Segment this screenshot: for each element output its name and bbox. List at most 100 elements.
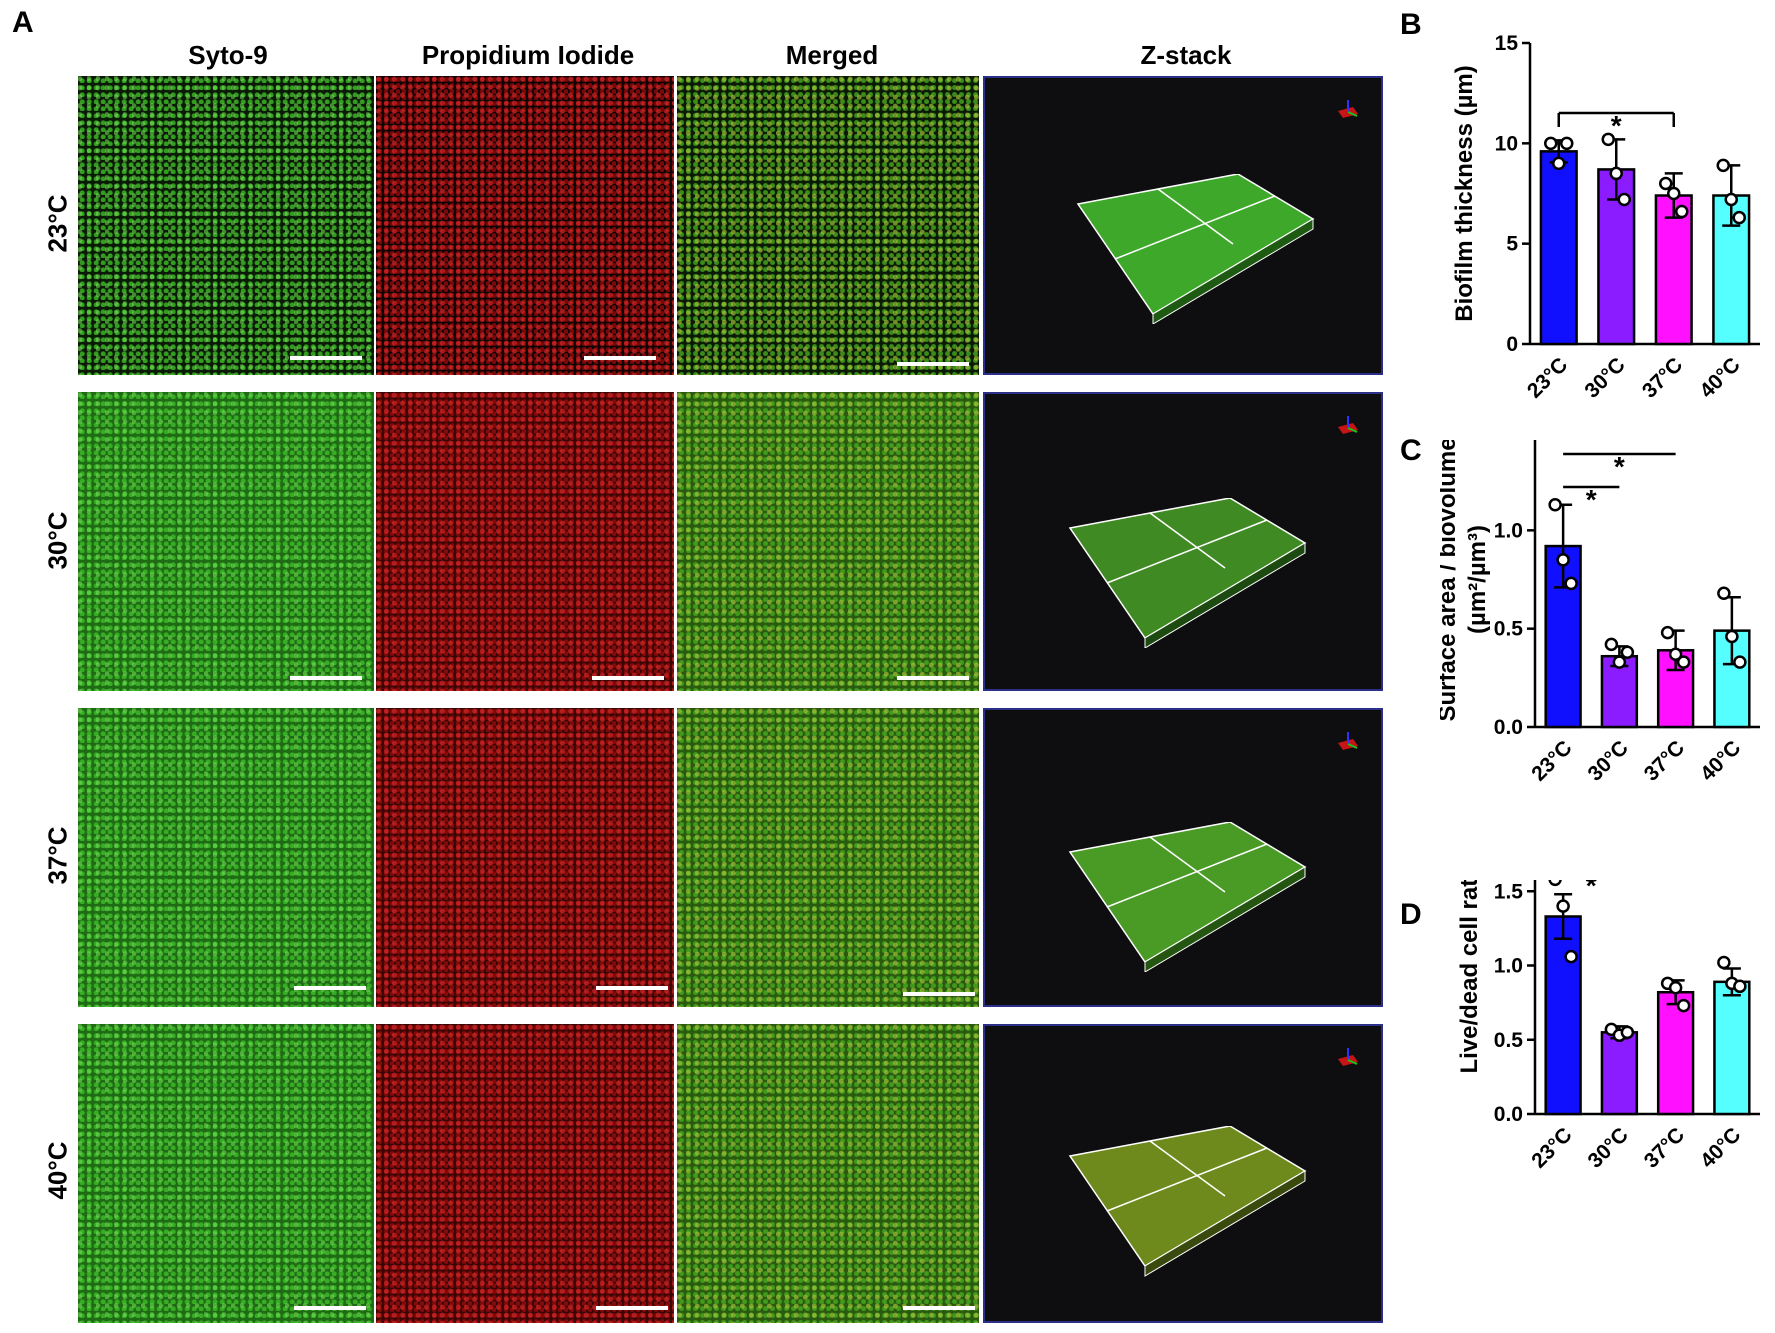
y-tick-label: 1.5 (1494, 880, 1524, 903)
x-tick-label: 37°C (1638, 353, 1687, 402)
chart-live-dead-ratio: 0.00.51.01.52.0Live/dead cell ratio23°C3… (1456, 880, 1760, 1173)
significance-label: * (1586, 880, 1597, 901)
data-point (1548, 498, 1562, 512)
data-point (1667, 186, 1681, 201)
image-syto9-40c (78, 1024, 374, 1323)
significance-label: * (1611, 110, 1622, 141)
image-zstack-23c (983, 76, 1383, 375)
data-point (1676, 998, 1691, 1013)
image-zstack-37c (983, 708, 1383, 1007)
axis-orientation-icon (1338, 732, 1358, 750)
data-point (1716, 158, 1730, 173)
data-point (1552, 156, 1566, 171)
y-tick-label: 5 (1506, 233, 1518, 256)
column-header-merged: Merged (785, 40, 879, 70)
axis-orientation-icon (1338, 100, 1358, 118)
x-tick-label: 40°C (1695, 353, 1744, 402)
data-point (1659, 176, 1673, 191)
data-point (1617, 192, 1631, 207)
axis-orientation-icon (1338, 1048, 1358, 1066)
y-tick-label: 15 (1495, 32, 1519, 55)
bar (1544, 915, 1582, 1116)
zstack-volume (1068, 498, 1307, 648)
image-syto9-37c (78, 708, 374, 1007)
y-axis-label: Surface area / biovolume (1440, 440, 1461, 722)
data-point (1560, 136, 1574, 151)
image-syto9-23c (78, 76, 374, 375)
data-point (1717, 955, 1731, 970)
panel-letter-b: B (1400, 8, 1422, 41)
data-point (1620, 645, 1635, 660)
data-point (1733, 979, 1747, 994)
data-point (1676, 655, 1691, 669)
data-point (1556, 553, 1570, 567)
image-propidium-iodide-40c (376, 1024, 674, 1323)
bar (1713, 980, 1751, 1116)
data-point (1604, 637, 1619, 652)
data-point (1620, 1025, 1635, 1040)
y-tick-label: 0 (1506, 333, 1518, 356)
chart-surface-area-biovolume: 0.0 0.5 1.0 1.5 Surface area / biovolume(µm²… (1440, 440, 1760, 786)
bar (1539, 150, 1578, 346)
data-point (1717, 586, 1731, 601)
image-propidium-iodide-23c (376, 76, 674, 375)
image-propidium-iodide-30c (376, 392, 674, 691)
y-axis-label-units: (µm²/µm³) (1464, 525, 1491, 634)
data-point (1733, 655, 1747, 669)
y-tick-label: 0.5 (1494, 618, 1524, 641)
image-merged-40c (677, 1024, 979, 1323)
x-tick-label: 37°C (1640, 1123, 1689, 1172)
y-tick-label: 0.0 (1494, 716, 1523, 739)
x-tick-label: 23°C (1523, 353, 1572, 402)
y-axis-label: Live/dead cell ratio (1456, 880, 1483, 1074)
x-tick-label: 23°C (1527, 1123, 1576, 1172)
panel-letter-a: A (12, 6, 34, 39)
data-point (1548, 880, 1562, 887)
data-point (1564, 576, 1578, 591)
data-point (1612, 655, 1627, 669)
data-point (1609, 166, 1623, 181)
x-tick-label: 30°C (1583, 736, 1632, 785)
image-merged-23c (677, 76, 979, 375)
column-header-syto9: Syto-9 (188, 40, 268, 70)
data-point (1601, 132, 1615, 147)
x-tick-label: 40°C (1696, 1123, 1745, 1172)
x-tick-label: 40°C (1696, 736, 1745, 785)
x-tick-label: 30°C (1580, 353, 1629, 402)
image-zstack-40c (983, 1024, 1383, 1323)
y-tick-label: 1.5 (1494, 440, 1524, 444)
data-point (1668, 647, 1683, 661)
significance-label: * (1614, 451, 1625, 482)
data-point (1544, 136, 1558, 151)
zstack-volume (1076, 174, 1315, 324)
panel-letter-c: C (1400, 434, 1422, 467)
image-syto9-30c (78, 392, 374, 691)
bar (1600, 1031, 1639, 1116)
data-point (1556, 899, 1570, 913)
data-point (1668, 981, 1683, 995)
x-tick-label: 23°C (1527, 736, 1576, 785)
column-header-propidium-iodide: Propidium Iodide (421, 40, 635, 70)
x-tick-label: 30°C (1583, 1123, 1632, 1172)
row-label-30c: 30°C (42, 511, 73, 570)
column-header-zstack: Z-stack (1140, 40, 1232, 70)
row-label-40c: 40°C (42, 1141, 73, 1200)
y-tick-label: 1.0 (1494, 955, 1523, 978)
y-axis-label: Biofilm thickness (µm) (1451, 65, 1478, 322)
y-tick-label: 0.0 (1494, 1103, 1523, 1126)
row-label-23c: 23°C (42, 194, 73, 253)
y-tick-label: 0.5 (1494, 1029, 1524, 1052)
y-tick-label: 10 (1495, 132, 1518, 155)
image-propidium-iodide-37c (376, 708, 674, 1007)
data-point (1675, 204, 1689, 219)
image-merged-37c (677, 708, 979, 1007)
x-tick-label: 37°C (1640, 736, 1689, 785)
panel-letter-d: D (1400, 898, 1422, 931)
significance-label: * (1586, 484, 1597, 515)
data-point (1564, 949, 1578, 964)
data-point (1725, 629, 1739, 644)
y-tick-label: 1.0 (1494, 519, 1523, 542)
data-point (1660, 625, 1675, 640)
data-point (1724, 192, 1738, 207)
chart-biofilm-thickness: 0 5 10 15 Biofilm thickness (µm) 23°C 30°C 37°C… (1451, 32, 1760, 403)
